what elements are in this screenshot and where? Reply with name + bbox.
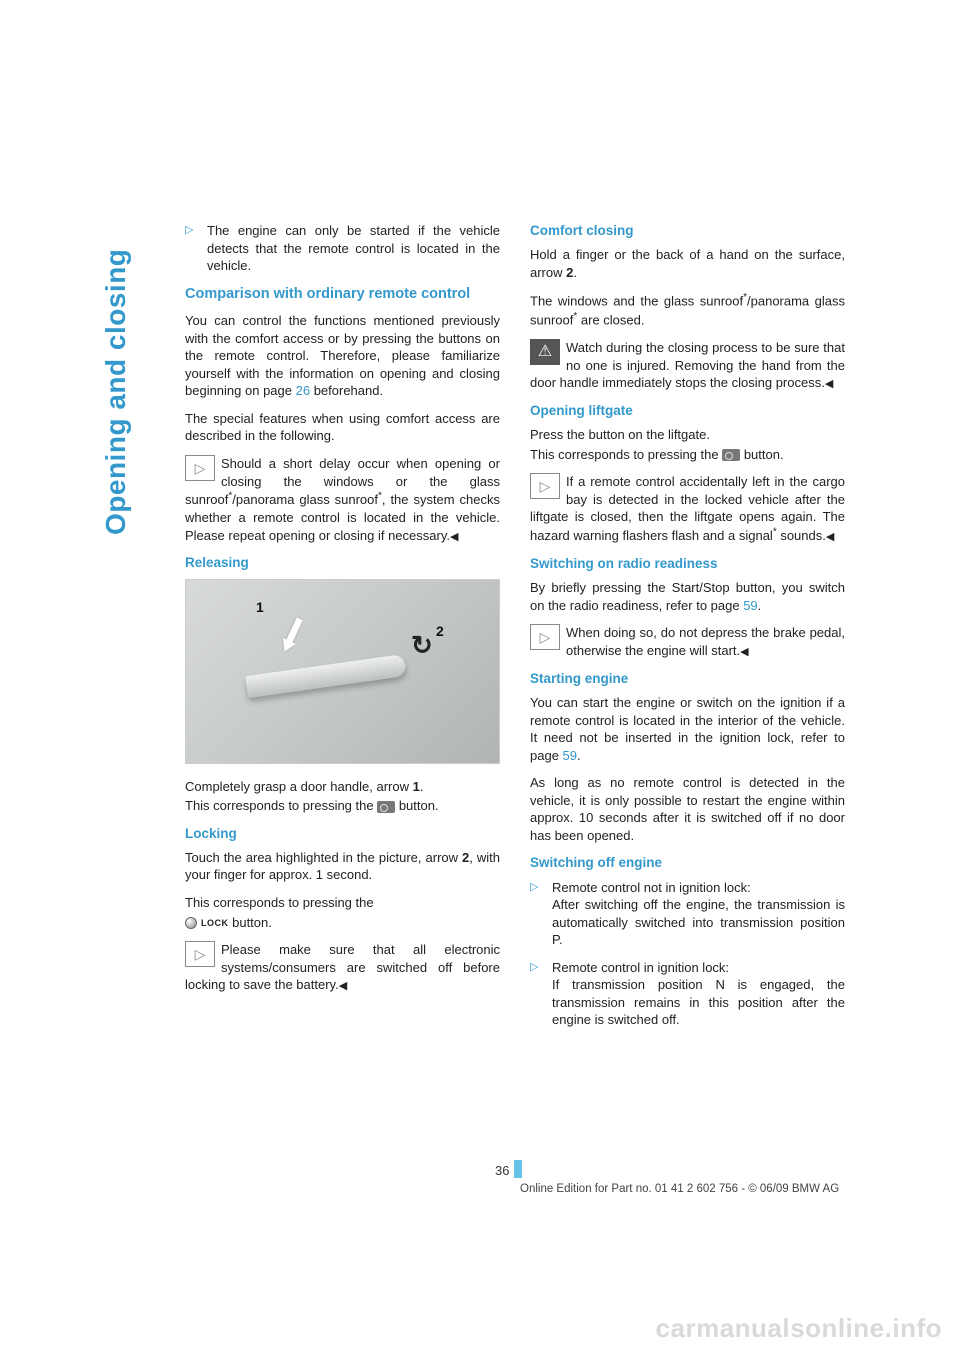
warning-paragraph: ⚠ Watch during the closing process to be… [530,339,845,392]
triangle-bullet-icon: ▷ [185,222,207,275]
note-icon: ▷ [185,941,215,967]
text: Remote control in ignition lock: [552,960,729,975]
heading-liftgate: Opening liftgate [530,402,845,420]
bullet-text: The engine can only be started if the ve… [207,222,500,275]
page-number-bar [514,1160,522,1178]
heading-radio-readiness: Switching on radio readiness [530,555,845,573]
heading-comparison: Comparison with ordinary remote control [185,285,500,305]
note-icon: ▷ [530,624,560,650]
section-title-vertical: Opening and closing [100,249,132,535]
note-icon: ▷ [185,455,215,481]
text: If transmission position N is engaged, t… [552,977,845,1027]
paragraph: This corresponds to pressing the button. [185,797,500,815]
text: Completely grasp a door handle, arrow [185,779,413,794]
footer-text: Online Edition for Part no. 01 41 2 602 … [520,1183,839,1195]
paragraph: This corresponds to pressing the [185,894,500,912]
note-text: If a remote control accidentally left in… [530,474,845,543]
right-column: Comfort closing Hold a finger or the bac… [530,222,845,1039]
lock-button-graphic: LOCK [185,917,229,929]
bold-ref: 1 [413,779,420,794]
content-columns: ▷ The engine can only be started if the … [185,222,845,1039]
text: beforehand. [310,383,383,398]
paragraph: LOCK button. [185,914,500,932]
paragraph: The special features when using comfort … [185,410,500,445]
note-paragraph: ▷ Should a short delay occur when openin… [185,455,500,544]
arrow-1-graphic: ⬇ [266,603,315,672]
triangle-bullet-icon: ▷ [530,879,552,949]
warning-icon: ⚠ [530,339,560,365]
page-number: 36 [495,1163,509,1178]
paragraph: Completely grasp a door handle, arrow 1. [185,778,500,796]
bullet-text: Remote control not in ignition lock: Aft… [552,879,845,949]
triangle-bullet-icon: ▷ [530,959,552,1029]
lock-label: LOCK [201,917,229,929]
paragraph: By briefly pressing the Start/Stop butto… [530,579,845,614]
heading-starting-engine: Starting engine [530,670,845,688]
heading-locking: Locking [185,825,500,843]
text: button. [395,798,438,813]
warning-text: Watch during the closing process to be s… [530,340,845,390]
text: This corresponds to pressing the [185,798,377,813]
paragraph: As long as no remote control is detected… [530,774,845,844]
releasing-figure: ⬇ 1 ↻ 2 [185,579,500,764]
note-paragraph: ▷ If a remote control accidentally left … [530,473,845,545]
paragraph: Press the button on the liftgate. [530,426,845,444]
text: button. [740,447,783,462]
text: Hold a finger or the back of a hand on t… [530,247,845,280]
bullet-item: ▷ Remote control not in ignition lock: A… [530,879,845,949]
bullet-item: ▷ The engine can only be started if the … [185,222,500,275]
figure-label-1: 1 [256,598,264,617]
heading-switching-off: Switching off engine [530,854,845,872]
text: After switching off the engine, the tran… [552,897,845,947]
text: Remote control not in ignition lock: [552,880,751,895]
page-link[interactable]: 26 [296,383,310,398]
left-column: ▷ The engine can only be started if the … [185,222,500,1039]
note-icon: ▷ [530,473,560,499]
text: . [573,265,577,280]
text: . [577,748,581,763]
text: This corresponds to pressing the [530,447,722,462]
note-text: Should a short delay occur when opening … [185,456,500,543]
paragraph: The windows and the glass sunroof*/panor… [530,291,845,329]
text: . [758,598,762,613]
page-link[interactable]: 59 [563,748,577,763]
bullet-text: Remote control in ignition lock: If tran… [552,959,845,1029]
lock-circle-icon [185,917,197,929]
paragraph: Touch the area highlighted in the pictur… [185,849,500,884]
unlock-button-icon [377,801,395,813]
arrow-2-graphic: ↻ [411,628,433,663]
paragraph: You can control the functions mentioned … [185,312,500,400]
text: Touch the area highlighted in the pictur… [185,850,462,865]
watermark: carmanualsonline.info [656,1313,942,1344]
note-paragraph: ▷ Please make sure that all electronic s… [185,941,500,994]
text: By briefly pressing the Start/Stop butto… [530,580,845,613]
text: . [420,779,424,794]
note-text: When doing so, do not depress the brake … [566,625,845,658]
paragraph: You can start the engine or switch on th… [530,694,845,764]
paragraph: This corresponds to pressing the button. [530,446,845,464]
manual-page: Opening and closing ▷ The engine can onl… [0,0,960,1358]
bullet-item: ▷ Remote control in ignition lock: If tr… [530,959,845,1029]
text: button. [229,915,272,930]
figure-label-2: 2 [436,622,444,641]
text: This corresponds to pressing the [185,895,374,910]
heading-releasing: Releasing [185,554,500,572]
heading-comfort-closing: Comfort closing [530,222,845,240]
page-link[interactable]: 59 [743,598,757,613]
note-text: Please make sure that all electronic sys… [185,942,500,992]
paragraph: Hold a finger or the back of a hand on t… [530,246,845,281]
note-paragraph: ▷ When doing so, do not depress the brak… [530,624,845,659]
liftgate-button-icon [722,449,740,461]
